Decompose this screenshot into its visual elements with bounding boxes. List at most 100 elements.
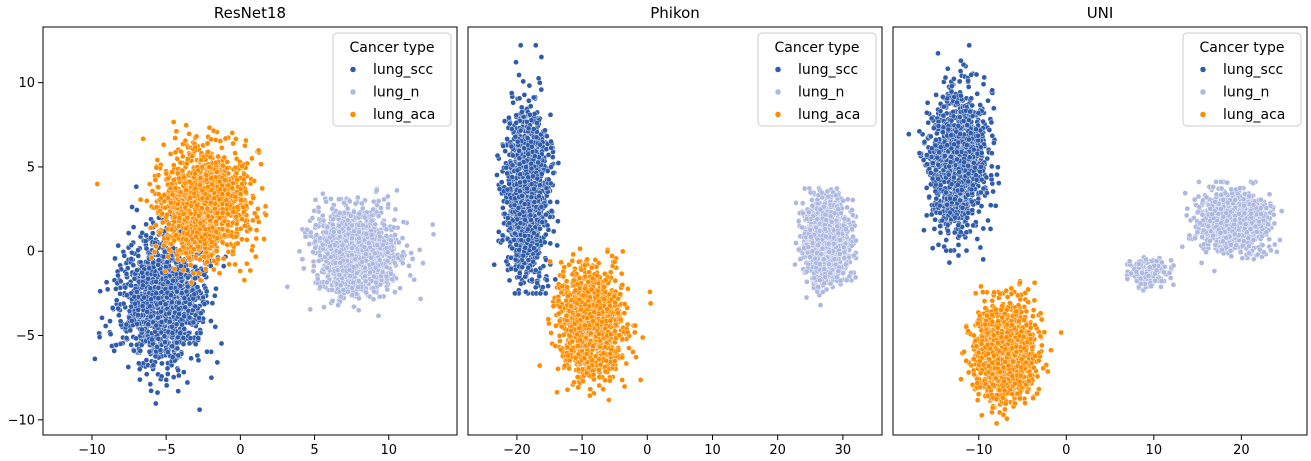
point-lung_scc <box>112 255 118 262</box>
point-lung_n <box>355 278 362 284</box>
point-lung_n <box>319 241 326 248</box>
point-lung_n <box>385 193 391 200</box>
point-lung_aca <box>155 184 162 191</box>
point-lung_aca <box>176 215 183 222</box>
point-lung_aca <box>232 193 239 200</box>
point-lung_aca <box>183 250 189 256</box>
point-lung_scc <box>512 290 518 297</box>
point-lung_n <box>359 205 366 212</box>
point-lung_n <box>324 264 330 271</box>
point-lung_scc <box>133 335 140 342</box>
point-lung_scc <box>203 288 210 295</box>
point-lung_aca <box>241 222 248 229</box>
point-lung_aca <box>232 164 239 171</box>
point-lung_scc <box>135 247 141 254</box>
point-lung_scc <box>147 313 154 320</box>
point-lung_scc <box>139 269 145 276</box>
point-lung_aca <box>198 205 205 211</box>
point-lung_scc <box>212 323 219 330</box>
point-lung_n <box>361 214 368 221</box>
point-lung_n <box>317 284 324 290</box>
point-lung_n <box>396 239 402 246</box>
point-lung_aca <box>232 150 238 156</box>
legend-label-lung_scc: lung_scc <box>373 62 433 78</box>
point-lung_scc <box>548 208 555 214</box>
point-lung_scc <box>155 314 161 321</box>
point-lung_scc <box>137 376 143 383</box>
point-lung_n <box>306 241 313 247</box>
point-lung_scc <box>167 292 174 299</box>
point-lung_scc <box>143 232 150 239</box>
point-lung_n <box>378 205 384 211</box>
y-tick-label: −5 <box>16 329 35 344</box>
point-lung_scc <box>164 365 171 372</box>
point-lung_scc <box>107 331 114 338</box>
point-lung_scc <box>113 297 120 304</box>
point-lung_aca <box>183 236 190 243</box>
point-lung_scc <box>175 299 182 306</box>
point-lung_aca <box>247 226 254 232</box>
point-lung_n <box>383 233 390 239</box>
point-lung_n <box>330 229 337 235</box>
point-lung_n <box>323 229 330 236</box>
point-lung_aca <box>251 178 258 184</box>
point-lung_n <box>299 256 306 263</box>
point-lung_aca <box>167 185 174 192</box>
point-lung_aca <box>240 209 247 216</box>
point-lung_scc <box>104 286 111 293</box>
point-lung_scc <box>196 406 203 413</box>
point-lung_aca <box>165 175 171 182</box>
point-lung_scc <box>190 295 197 302</box>
point-lung_scc <box>169 299 175 306</box>
point-lung_scc <box>538 54 545 60</box>
point-lung_aca <box>249 155 255 162</box>
point-lung_aca <box>170 177 177 184</box>
legend-marker-lung_n <box>349 88 357 96</box>
point-lung_n <box>309 215 316 221</box>
point-lung_aca <box>216 270 223 277</box>
point-lung_n <box>385 201 392 208</box>
point-lung_scc <box>195 357 202 364</box>
point-lung_scc <box>155 295 162 302</box>
x-tick-label: −10 <box>78 443 105 458</box>
point-lung_scc <box>107 318 113 324</box>
point-lung_aca <box>169 169 176 175</box>
point-lung_n <box>376 293 383 300</box>
point-lung_aca <box>221 154 228 161</box>
point-lung_aca <box>216 196 223 203</box>
point-lung_aca <box>224 201 230 208</box>
point-lung_scc <box>170 374 177 380</box>
point-lung_n <box>384 258 391 264</box>
point-lung_aca <box>251 210 258 217</box>
point-lung_aca <box>182 204 189 211</box>
point-lung_scc <box>208 318 214 324</box>
point-lung_aca <box>222 135 229 142</box>
point-lung_aca <box>174 170 181 177</box>
point-lung_scc <box>146 348 153 355</box>
point-lung_n <box>320 217 327 224</box>
point-lung_aca <box>215 256 221 263</box>
point-lung_scc <box>136 366 143 373</box>
point-lung_aca <box>249 247 255 254</box>
point-lung_n <box>329 287 336 293</box>
point-lung_scc <box>139 326 145 333</box>
point-lung_scc <box>133 183 140 190</box>
point-lung_scc <box>178 290 185 296</box>
point-lung_aca <box>201 240 208 247</box>
point-lung_scc <box>179 321 185 328</box>
point-lung_n <box>284 283 291 290</box>
point-lung_scc <box>113 286 119 292</box>
point-lung_scc <box>503 164 510 171</box>
point-lung_aca <box>224 227 231 234</box>
point-lung_aca <box>210 266 217 273</box>
point-lung_scc <box>148 387 154 394</box>
point-lung_scc <box>153 322 160 329</box>
point-lung_scc <box>192 275 198 282</box>
point-lung_n <box>336 272 343 278</box>
point-lung_scc <box>173 339 180 346</box>
point-lung_aca <box>171 266 178 272</box>
point-lung_aca <box>187 262 194 268</box>
point-lung_aca <box>172 185 179 191</box>
